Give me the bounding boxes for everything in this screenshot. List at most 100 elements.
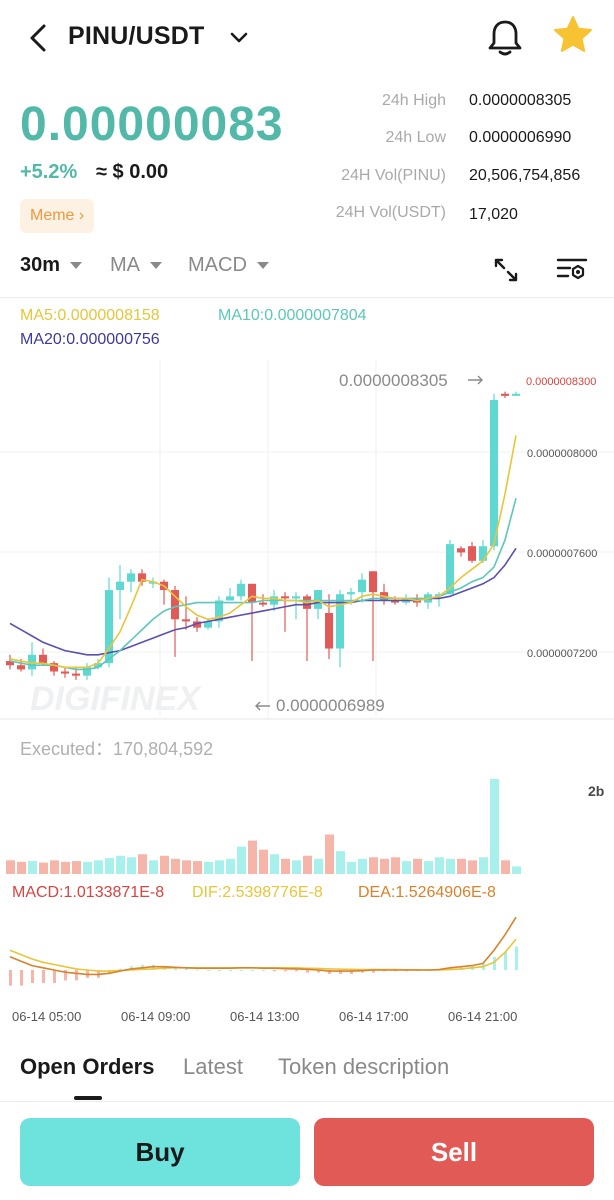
volume-bar [435, 857, 444, 874]
volume-bar [270, 854, 279, 874]
interval-select[interactable]: 30m [20, 254, 83, 277]
volume-bar [281, 858, 290, 874]
macd-label: MACD [188, 254, 247, 276]
candle-body [72, 673, 80, 676]
candle-body [314, 590, 322, 609]
tab-latest[interactable]: Latest [183, 1054, 243, 1079]
caret-down-icon [70, 262, 83, 269]
volume-bar [490, 779, 499, 874]
candle-body [512, 393, 520, 396]
high-marker-label: 0.0000008305 [339, 371, 448, 390]
candle-body [193, 621, 201, 628]
candlestick-chart[interactable]: DIGIFINEX 0.00000080000.00000076000.0000… [0, 290, 614, 1030]
low-marker-label: 0.0000006989 [276, 696, 385, 715]
volume-bar [215, 860, 224, 874]
candle-body [105, 590, 113, 664]
tab-open-orders[interactable]: Open Orders [20, 1054, 155, 1079]
volume-bar [204, 861, 213, 874]
volume-bar [424, 861, 433, 874]
chart-settings-icon[interactable] [556, 256, 588, 284]
volume-bar [171, 858, 180, 874]
volume-bar [468, 860, 477, 874]
volume-bar [248, 840, 257, 874]
chart-grid [0, 360, 614, 718]
macd-bar [350, 970, 353, 974]
volume-bar [105, 858, 114, 874]
price-tick-label: 0.0000008000 [527, 448, 597, 460]
volume-bar [83, 861, 92, 874]
volume-bar [325, 834, 334, 874]
meme-tag[interactable]: Meme › [20, 199, 95, 233]
volume-bar [380, 858, 389, 874]
macd-bar [31, 970, 34, 983]
time-tick-label: 06-14 09:00 [121, 1009, 190, 1024]
tab-token-description[interactable]: Token description [278, 1054, 450, 1079]
candle-body [281, 596, 289, 599]
macd-bar [372, 970, 375, 973]
candle-body [138, 573, 146, 582]
candle-body [237, 583, 245, 597]
candle-body [17, 665, 25, 670]
volume-bar [369, 857, 378, 874]
time-axis: 06-14 05:00 06-14 09:00 06-14 13:00 06-14 1… [12, 1009, 517, 1024]
candle-body [501, 393, 509, 396]
pair-title[interactable]: PINU/USDT [68, 22, 205, 50]
candle-body [248, 583, 256, 603]
watermark: DIGIFINEX [30, 680, 202, 718]
macd-select[interactable]: MACD [188, 254, 269, 277]
price-tick-label: 0.0000007200 [527, 648, 597, 660]
ma20-legend: MA20:0.000000756 [20, 331, 160, 348]
bell-icon[interactable] [484, 16, 526, 58]
candle-body [215, 600, 223, 622]
candle-body [369, 571, 377, 593]
macd-bar [196, 969, 199, 971]
candle-body [490, 400, 498, 547]
ma-select[interactable]: MA [110, 254, 162, 277]
candle-body [446, 544, 454, 595]
volume-bar [303, 855, 312, 874]
candle-body [336, 594, 344, 649]
volume-bar [39, 862, 48, 874]
buy-button[interactable]: Buy [20, 1118, 300, 1186]
last-price-label: 0.0000008300 [526, 376, 596, 388]
candle-body [28, 654, 36, 670]
macd-bar [207, 970, 210, 971]
expand-icon[interactable] [492, 256, 520, 284]
star-icon[interactable] [552, 14, 594, 56]
macd-bar [273, 970, 276, 972]
macd-bar [284, 970, 287, 972]
macd-bar [218, 970, 221, 971]
volume-bar [358, 858, 367, 874]
time-tick-label: 06-14 13:00 [230, 1009, 299, 1024]
candle-body [6, 661, 14, 666]
volume-bar [237, 846, 246, 874]
candle-body [127, 573, 135, 582]
stat-label-vol-quote: 24H Vol(USDT) [335, 204, 446, 221]
candle-body [171, 590, 179, 620]
candle-body [468, 546, 476, 561]
candle-body [259, 602, 267, 605]
volume-bar [402, 861, 411, 874]
dea-line [9, 938, 517, 972]
chevron-down-icon[interactable] [228, 26, 250, 48]
candle-body [347, 592, 355, 595]
candle-body [83, 667, 91, 676]
macd-bar [262, 970, 265, 971]
price-change: +5.2% [20, 161, 78, 183]
volume-bar [391, 857, 400, 874]
candle-body [94, 663, 102, 668]
dif-line [9, 916, 517, 976]
back-icon[interactable] [24, 22, 52, 54]
macd-bar [493, 957, 496, 970]
divider [0, 297, 614, 298]
candle-body [358, 579, 366, 593]
dea-value: DEA:1.5264906E-8 [358, 884, 496, 901]
ma10-legend: MA10:0.0000007804 [218, 307, 367, 324]
sell-button[interactable]: Sell [314, 1118, 594, 1186]
ma-label: MA [110, 254, 140, 276]
candle-body [292, 596, 300, 599]
macd-panel [9, 916, 518, 986]
macd-bar [504, 951, 507, 970]
bottom-tabs: Open Orders Latest Token description [0, 1040, 614, 1102]
chart-toolbar: 30m MA MACD [0, 244, 614, 290]
